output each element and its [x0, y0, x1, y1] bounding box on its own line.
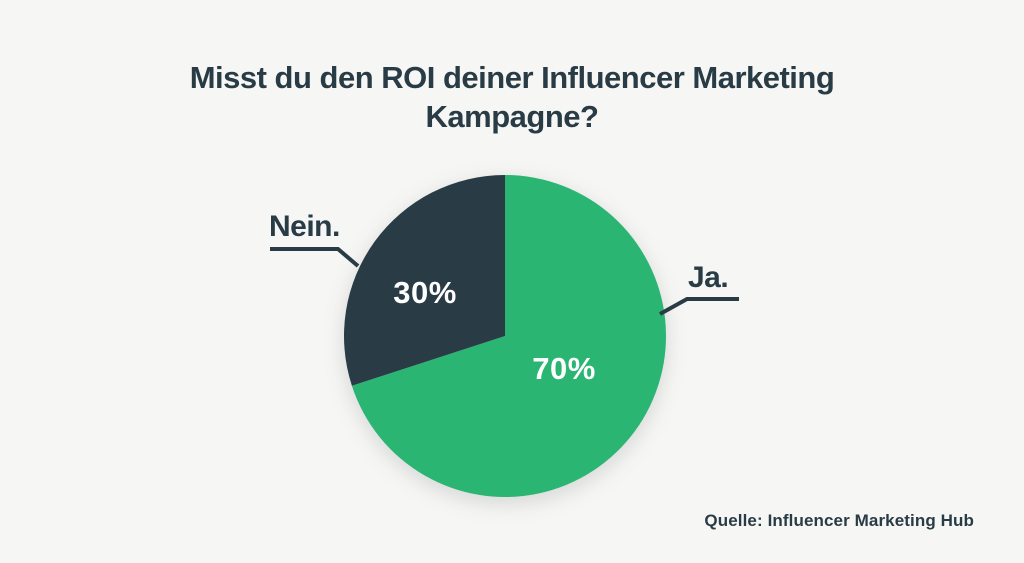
- value-label-nein: 30%: [393, 275, 457, 310]
- chart-title-line-1: Misst du den ROI deiner Influencer Marke…: [189, 60, 835, 95]
- nein-callout-line: [270, 247, 360, 268]
- chart-title: Misst du den ROI deiner Influencer Marke…: [0, 58, 1024, 136]
- pie-slice-nein: [344, 175, 505, 386]
- label-ja: Ja.: [688, 261, 729, 294]
- value-label-ja: 70%: [532, 351, 596, 386]
- source-attribution: Quelle: Influencer Marketing Hub: [704, 511, 974, 530]
- chart-title-line-2: Kampagne?: [425, 99, 599, 134]
- ja-callout-line: [659, 297, 739, 316]
- label-nein: Nein.: [269, 210, 340, 243]
- pie-slice-ja: [351, 175, 667, 497]
